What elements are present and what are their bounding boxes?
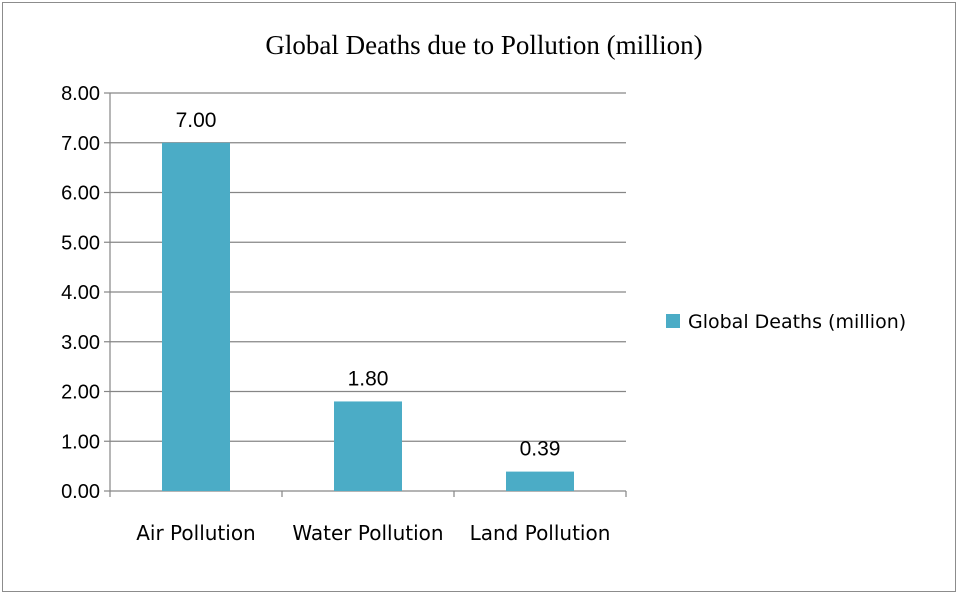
chart-title: Global Deaths due to Pollution (million) [265, 30, 702, 60]
y-tick-label: 6.00 [61, 183, 100, 205]
y-tick-label: 7.00 [61, 133, 100, 155]
legend-label: Global Deaths (million) [688, 311, 906, 333]
bars [162, 142, 574, 491]
y-tick-label: 1.00 [61, 431, 100, 453]
data-label: 7.00 [176, 109, 217, 132]
x-category-label: Water Pollution [292, 521, 443, 545]
data-label: 0.39 [520, 438, 561, 461]
x-category-label: Air Pollution [136, 521, 256, 545]
labels: 7.00 Air Pollution 1.80 Water Pollution 0.39… [136, 109, 610, 545]
y-tick-label: 5.00 [61, 232, 100, 254]
bar [334, 401, 402, 491]
legend-swatch [666, 314, 680, 328]
y-tick-label: 3.00 [61, 332, 100, 354]
x-category-label: Land Pollution [470, 521, 611, 545]
y-tick-label: 0.00 [61, 481, 100, 503]
bar [506, 471, 574, 491]
y-tick-label: 4.00 [61, 282, 100, 304]
bar-chart: Global Deaths due to Pollution (million)… [61, 30, 906, 545]
data-label: 1.80 [348, 367, 389, 390]
legend: Global Deaths (million) [666, 311, 906, 333]
y-tick-label: 8.00 [61, 83, 100, 105]
y-tick-label: 2.00 [61, 382, 100, 404]
bar [162, 142, 230, 491]
